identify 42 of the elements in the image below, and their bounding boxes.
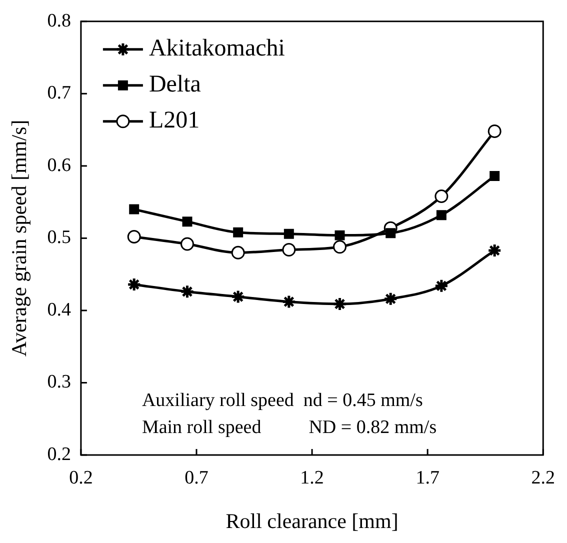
point bbox=[180, 237, 194, 251]
point bbox=[231, 246, 245, 260]
annotation: Auxiliary roll speed nd = 0.45 mm/s bbox=[142, 390, 423, 411]
annotation: Main roll speed ND = 0.82 mm/s bbox=[142, 417, 437, 438]
point bbox=[383, 292, 398, 306]
y-tick-label: 0.3 bbox=[47, 372, 71, 393]
point bbox=[126, 277, 142, 292]
point bbox=[333, 240, 347, 254]
legend-label: L201 bbox=[148, 108, 200, 134]
point bbox=[490, 171, 500, 182]
point bbox=[434, 190, 448, 204]
point bbox=[282, 294, 296, 310]
point bbox=[182, 216, 192, 227]
y-tick-label: 0.6 bbox=[47, 154, 71, 176]
point bbox=[488, 124, 502, 138]
point bbox=[436, 210, 446, 220]
y-tick-label: 0.7 bbox=[47, 82, 71, 104]
x-tick-label: 0.7 bbox=[184, 467, 208, 488]
x-tick-label: 0.2 bbox=[69, 467, 93, 488]
legend-label: Delta bbox=[148, 72, 202, 98]
y-axis-title: Average grain speed [mm/s] bbox=[7, 120, 32, 357]
point bbox=[282, 243, 296, 257]
legend-label: Akitakomachi bbox=[148, 36, 286, 62]
y-tick-label: 0.4 bbox=[47, 299, 72, 320]
point bbox=[127, 230, 141, 244]
point bbox=[233, 227, 244, 238]
x-tick-label: 1.2 bbox=[300, 467, 324, 488]
point bbox=[434, 278, 449, 294]
x-tick-label: 1.7 bbox=[416, 467, 440, 488]
point bbox=[129, 204, 140, 214]
y-tick-label: 0.5 bbox=[47, 227, 71, 248]
y-tick-label: 0.8 bbox=[47, 10, 71, 32]
point bbox=[230, 289, 246, 304]
point bbox=[332, 296, 348, 312]
x-axis-title: Roll clearance [mm] bbox=[226, 508, 398, 533]
point bbox=[334, 230, 345, 240]
point bbox=[386, 228, 396, 238]
point bbox=[487, 243, 502, 258]
y-tick-label: 0.2 bbox=[47, 444, 71, 465]
point bbox=[180, 284, 194, 299]
x-tick-label: 2.2 bbox=[531, 467, 555, 488]
point bbox=[284, 228, 294, 239]
